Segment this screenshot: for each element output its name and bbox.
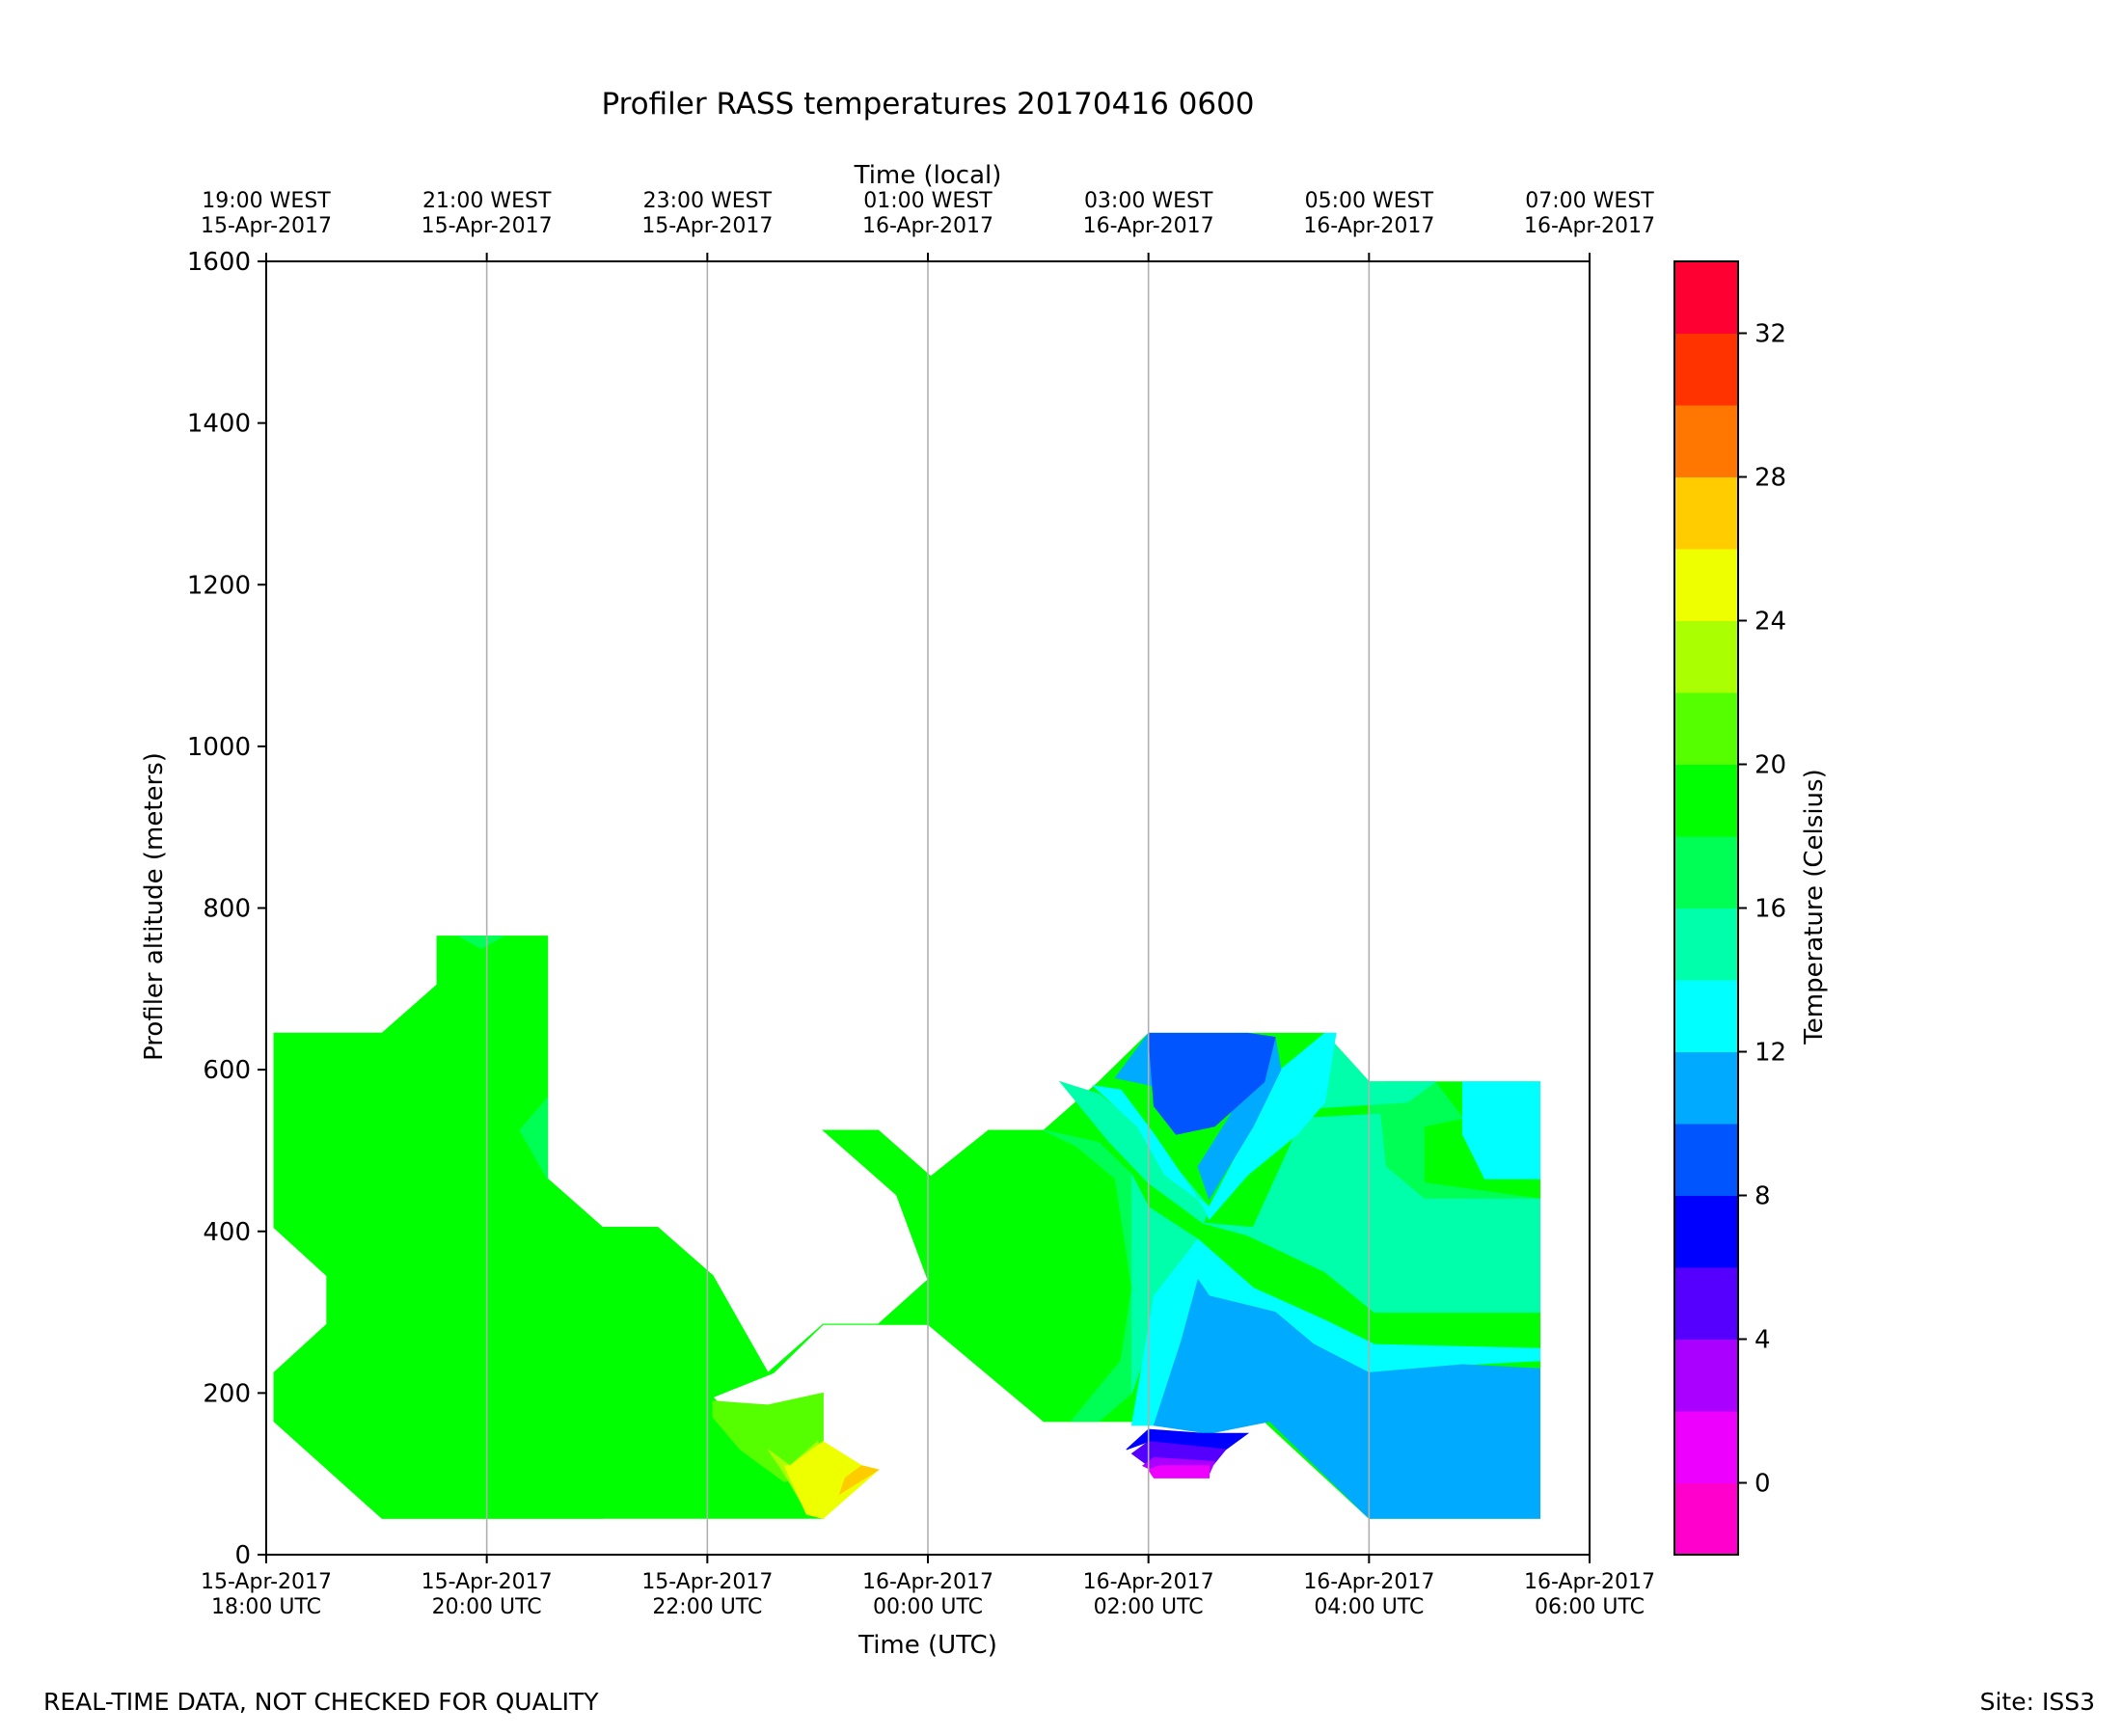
x-tick-label-time: 06:00 UTC xyxy=(1535,1595,1645,1619)
x-axis-label: Time (UTC) xyxy=(857,1631,997,1660)
x-top-tick-label-date: 16-Apr-2017 xyxy=(1083,214,1214,238)
region-green-cluster-3 xyxy=(712,1273,929,1395)
y-tick-label: 1000 xyxy=(187,733,251,762)
region-orange-1 xyxy=(838,1465,880,1496)
colorbar-tick-label: 8 xyxy=(1755,1182,1771,1211)
x-tick-label-time: 00:00 UTC xyxy=(873,1595,983,1619)
colorbar-segment xyxy=(1674,1051,1738,1125)
region-green-cluster-2 xyxy=(273,936,714,1519)
region-green-edge-2 xyxy=(519,1097,549,1181)
x-top-tick-label-date: 16-Apr-2017 xyxy=(1524,214,1655,238)
x-top-tick-label-time: 21:00 WEST xyxy=(422,189,552,213)
x-tick-label-date: 15-Apr-2017 xyxy=(201,1570,332,1594)
x-top-tick-label-date: 15-Apr-2017 xyxy=(201,214,332,238)
y-tick-label: 800 xyxy=(203,895,251,924)
colorbar-tick-label: 16 xyxy=(1755,895,1786,924)
x-tick-label-date: 16-Apr-2017 xyxy=(1524,1570,1655,1594)
region-blue-2 xyxy=(1153,1278,1540,1519)
colorbar-tick-label: 24 xyxy=(1755,608,1786,637)
y-tick-label: 1200 xyxy=(187,571,251,600)
colorbar-segment xyxy=(1674,764,1738,837)
vertical-gridlines xyxy=(485,261,1371,1555)
y-tick-label: 200 xyxy=(203,1379,251,1408)
x-top-tick-label-time: 01:00 WEST xyxy=(863,189,993,213)
colorbar-tick-label: 4 xyxy=(1755,1326,1771,1355)
region-darkblue-1 xyxy=(1148,1032,1276,1135)
colorbar-label: Temperature (Celsius) xyxy=(1800,769,1829,1044)
x-tick-label-date: 15-Apr-2017 xyxy=(641,1570,773,1594)
region-cyan-1 xyxy=(1091,1032,1337,1221)
x-tick-label-time: 20:00 UTC xyxy=(432,1595,542,1619)
x-top-tick-label-date: 16-Apr-2017 xyxy=(862,214,993,238)
colorbar-segment xyxy=(1674,1267,1738,1340)
colorbar-segment xyxy=(1674,476,1738,550)
y-tick-label: 1400 xyxy=(187,410,251,439)
x-axis-top-label: Time (local) xyxy=(854,161,1002,190)
colorbar-segment xyxy=(1674,908,1738,981)
x-top-tick-label-time: 03:00 WEST xyxy=(1084,189,1213,213)
y-tick-label: 0 xyxy=(234,1541,251,1570)
region-pink-1 xyxy=(1147,1465,1211,1478)
y-axis-ticks: 0 200 400 600 800 1000 1200 1400 1600 xyxy=(187,248,266,1570)
chart-title: Profiler RASS temperatures 20170416 0600 xyxy=(601,87,1254,122)
colorbar-segment xyxy=(1674,620,1738,693)
x-top-tick-label-time: 23:00 WEST xyxy=(643,189,773,213)
colorbar-tick-label: 28 xyxy=(1755,464,1786,493)
x-tick-label-date: 15-Apr-2017 xyxy=(422,1570,553,1594)
region-cyan-3 xyxy=(1462,1081,1540,1180)
colorbar-segment xyxy=(1674,333,1738,406)
colorbar-segment xyxy=(1674,1482,1738,1556)
quality-disclaimer: REAL-TIME DATA, NOT CHECKED FOR QUALITY xyxy=(43,1688,599,1716)
colorbar-segment xyxy=(1674,405,1738,477)
colorbar-tick-label: 32 xyxy=(1755,320,1786,349)
x-top-tick-label-time: 05:00 WEST xyxy=(1305,189,1434,213)
colorbar-tick-label: 12 xyxy=(1755,1039,1786,1068)
x-tick-label-date: 16-Apr-2017 xyxy=(862,1570,993,1594)
y-tick-label: 1600 xyxy=(187,248,251,277)
y-tick-label: 600 xyxy=(203,1056,251,1085)
colorbar: 0 4 8 12 16 20 24 28 32 xyxy=(1673,260,1786,1556)
colorbar-tick-label: 20 xyxy=(1755,751,1786,780)
y-tick-label: 400 xyxy=(203,1218,251,1247)
x-tick-label-time: 04:00 UTC xyxy=(1314,1595,1424,1619)
x-tick-label-date: 16-Apr-2017 xyxy=(1303,1570,1434,1594)
colorbar-segment xyxy=(1674,549,1738,621)
colorbar-segment xyxy=(1674,1339,1738,1412)
y-axis-label: Profiler altitude (meters) xyxy=(140,752,169,1061)
colorbar-segment xyxy=(1674,836,1738,909)
colorbar-segment xyxy=(1674,261,1738,334)
colorbar-tick-label: 0 xyxy=(1755,1470,1771,1499)
x-top-tick-label-date: 15-Apr-2017 xyxy=(641,214,773,238)
x-top-tick-label-date: 15-Apr-2017 xyxy=(422,214,553,238)
colorbar-segment xyxy=(1674,1124,1738,1196)
temperature-contours xyxy=(273,936,1540,1519)
site-label: Site: ISS3 xyxy=(1979,1688,2095,1716)
region-teal-1 xyxy=(1058,1080,1211,1225)
x-top-tick-label-date: 16-Apr-2017 xyxy=(1303,214,1434,238)
colorbar-segment xyxy=(1674,1411,1738,1483)
x-tick-label-time: 02:00 UTC xyxy=(1094,1595,1204,1619)
colorbar-segment xyxy=(1674,980,1738,1052)
region-green-cluster-4 xyxy=(822,1129,1150,1423)
x-top-tick-label-time: 07:00 WEST xyxy=(1525,189,1654,213)
colorbar-segment xyxy=(1674,692,1738,765)
x-tick-label-time: 22:00 UTC xyxy=(652,1595,762,1619)
x-top-tick-label-time: 19:00 WEST xyxy=(202,189,331,213)
colorbar-segment xyxy=(1674,1195,1738,1268)
region-green-edge-1 xyxy=(458,936,504,949)
x-tick-label-time: 18:00 UTC xyxy=(211,1595,321,1619)
x-tick-label-date: 16-Apr-2017 xyxy=(1083,1570,1214,1594)
